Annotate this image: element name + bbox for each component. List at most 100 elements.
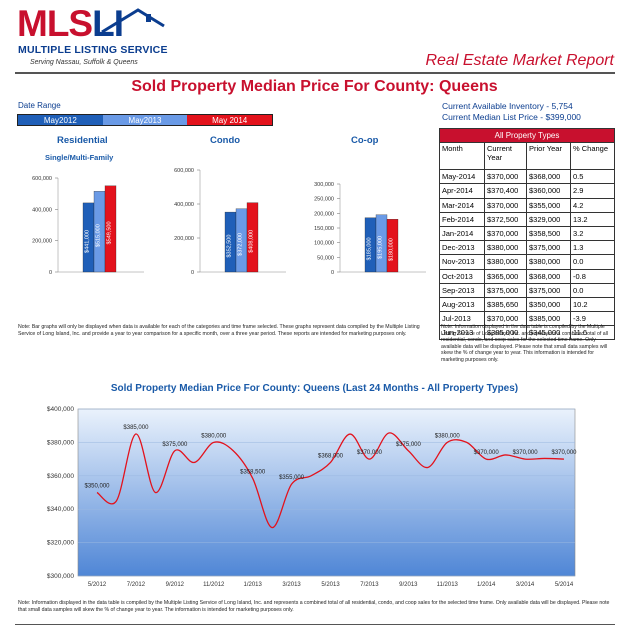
table-cell: 1.3 (570, 240, 615, 256)
table-cell: $370,000 (484, 225, 527, 242)
table-cell: $380,000 (484, 254, 527, 270)
y-tick-label: 150,000 (314, 226, 334, 232)
bar-may2014 (246, 202, 259, 273)
table-cell: $385,000 (484, 325, 527, 341)
point-label: $385,000 (123, 425, 149, 431)
table-cell: $370,000 (484, 169, 527, 185)
bar-chart-note: Note: Bar graphs will only be displayed … (18, 324, 420, 337)
x-tick-label: 3/2014 (516, 582, 535, 588)
table-cell: Feb-2014 (439, 211, 485, 227)
coop-title: Co-op (351, 135, 379, 146)
x-tick-label: 5/2014 (555, 582, 574, 588)
logo-mls-text: MLS (17, 3, 93, 44)
bar-value-label: $441,000 (85, 230, 91, 253)
condo-title: Condo (210, 135, 241, 146)
col-header-change: % Change (570, 142, 615, 171)
table-cell: $375,000 (526, 282, 571, 298)
table-cell: 10.2 (570, 296, 615, 313)
table-title: All Property Types (439, 127, 615, 144)
price-table: All Property Types Month Current Year Pr… (439, 127, 615, 341)
condo-bar-chart: 0 200,000 400,000 600,000 $352,500 $372,000 $4… (174, 168, 286, 276)
bar-may2014 (386, 219, 399, 273)
point-label: $358,500 (240, 469, 266, 475)
table-cell: 4.2 (570, 197, 615, 213)
table-cell: 13.2 (570, 211, 615, 227)
table-cell: 0.0 (570, 282, 615, 298)
bar-value-label: $195,000 (378, 236, 384, 259)
y-tick-label: $400,000 (47, 406, 74, 413)
logo-subtitle: MULTIPLE LISTING SERVICE (18, 44, 168, 56)
x-tick-label: 9/2013 (399, 582, 418, 588)
table-header-row: Month Current Year Prior Year % Change (439, 142, 615, 171)
table-cell: $358,500 (526, 225, 571, 242)
date-range-label: Date Range (18, 101, 61, 110)
series-line (96, 432, 565, 529)
legend-item-2014: May 2014 (187, 115, 273, 125)
y-tick-label: 200,000 (314, 211, 334, 217)
bar-value-label: $408,000 (249, 230, 255, 253)
table-cell: $360,000 (526, 183, 571, 199)
table-cell: $329,000 (526, 211, 571, 227)
table-cell: Aug-2013 (439, 296, 485, 313)
header-divider (15, 72, 615, 74)
table-cell: Jan-2014 (439, 225, 485, 242)
table-row: Apr-2014 $370,400 $360,000 2.9 (439, 183, 615, 199)
table-cell: $368,000 (526, 169, 571, 185)
plot-background (77, 408, 576, 577)
point-label: $370,000 (551, 450, 577, 456)
bar-value-label: $372,000 (238, 233, 244, 256)
page-title: Sold Property Median Price For County: Q… (131, 78, 498, 95)
col-header-current: Current Year (484, 142, 527, 171)
y-tick-label: $320,000 (47, 540, 74, 547)
point-label: $380,000 (201, 433, 227, 439)
x-tick-label: 5/2012 (88, 582, 107, 588)
table-cell: $365,000 (484, 268, 527, 284)
table-cell: Nov-2013 (439, 254, 485, 270)
table-cell: $372,500 (484, 211, 527, 227)
report-title: Real Estate Market Report (425, 52, 614, 69)
y-tick-label: 400,000 (174, 202, 194, 208)
y-tick-label: 250,000 (314, 197, 334, 203)
x-tick-label: 7/2012 (127, 582, 146, 588)
table-cell: 3.2 (570, 225, 615, 242)
table-cell: $355,000 (526, 197, 571, 213)
x-tick-label: 7/2013 (360, 582, 379, 588)
table-cell: 11.6 (570, 325, 615, 341)
y-tick-label: 0 (191, 270, 194, 276)
table-cell: May-2014 (439, 169, 485, 185)
bar-value-label: $515,000 (96, 224, 102, 247)
table-cell: $345,000 (526, 325, 571, 341)
y-tick-label: 50,000 (317, 255, 334, 261)
bar-value-label: $549,500 (107, 221, 113, 244)
table-cell: Sep-2013 (439, 282, 485, 298)
table-cell: $350,000 (526, 296, 571, 313)
x-tick-label: 9/2012 (166, 582, 185, 588)
logo-tagline: Serving Nassau, Suffolk & Queens (30, 59, 138, 66)
x-tick-label: 1/2013 (243, 582, 262, 588)
bar-value-label: $185,000 (367, 237, 373, 260)
table-cell: $368,000 (526, 268, 571, 284)
table-cell: $380,000 (484, 240, 527, 256)
footer-divider (15, 624, 615, 625)
table-cell: -0.8 (570, 268, 615, 284)
residential-subtitle: Single/Multi-Family (45, 153, 114, 162)
residential-title: Residential (57, 135, 108, 146)
bar-value-label: $180,000 (389, 238, 395, 261)
legend-item-2013: May2013 (102, 115, 188, 125)
y-tick-label: 0 (49, 270, 52, 276)
y-tick-label: 300,000 (314, 182, 334, 188)
table-cell: Apr-2014 (439, 183, 485, 199)
point-label: $375,000 (162, 442, 188, 448)
col-header-prior: Prior Year (526, 142, 571, 171)
y-tick-label: $340,000 (47, 506, 74, 513)
x-tick-label: 11/2013 (437, 582, 459, 588)
x-tick-label: 11/2012 (203, 582, 225, 588)
table-cell: 0.5 (570, 169, 615, 185)
table-cell: Dec-2013 (439, 240, 485, 256)
table-row: Dec-2013 $380,000 $375,000 1.3 (439, 240, 615, 256)
point-label: $370,000 (513, 450, 539, 456)
point-label: $370,000 (474, 450, 500, 456)
table-row: Oct-2013 $365,000 $368,000 -0.8 (439, 268, 615, 284)
point-label: $375,000 (396, 442, 422, 448)
y-tick-label: 400,000 (32, 207, 52, 213)
